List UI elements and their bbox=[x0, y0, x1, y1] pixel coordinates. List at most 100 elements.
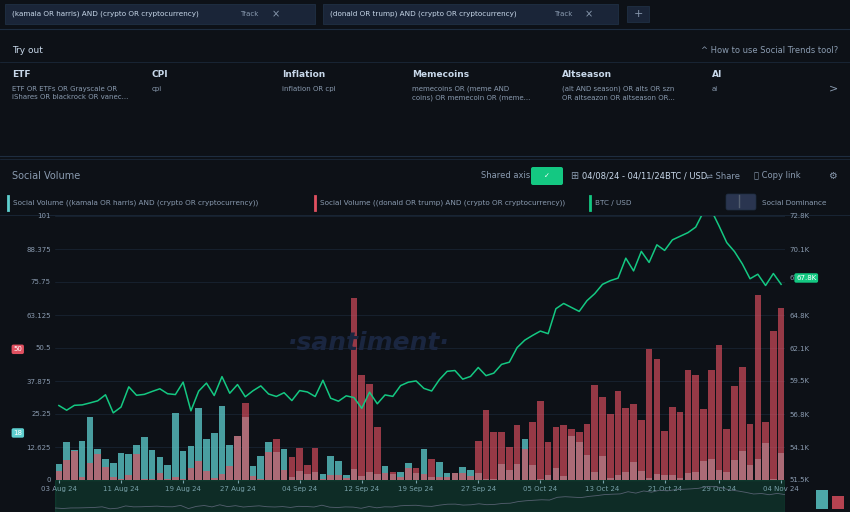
Bar bbox=[513, 464, 520, 480]
Bar bbox=[654, 358, 660, 480]
Bar bbox=[117, 479, 124, 480]
Bar bbox=[323, 4, 618, 24]
Bar bbox=[389, 474, 396, 480]
Bar bbox=[126, 454, 132, 480]
Bar bbox=[55, 464, 62, 480]
Text: ×: × bbox=[272, 9, 280, 19]
Bar bbox=[235, 436, 241, 480]
Bar bbox=[684, 473, 691, 480]
Bar bbox=[537, 401, 544, 480]
Bar bbox=[708, 370, 715, 480]
Bar bbox=[700, 460, 706, 480]
Bar bbox=[646, 478, 653, 480]
Bar bbox=[94, 449, 101, 480]
Bar bbox=[684, 370, 691, 480]
Bar bbox=[280, 449, 287, 480]
Bar bbox=[188, 468, 194, 480]
Text: Social Dominance: Social Dominance bbox=[762, 200, 826, 206]
Bar bbox=[102, 459, 109, 480]
Text: Track: Track bbox=[240, 11, 258, 17]
Bar bbox=[560, 477, 567, 480]
Bar bbox=[654, 475, 660, 480]
Bar bbox=[731, 460, 738, 480]
Bar bbox=[242, 403, 248, 480]
Bar bbox=[297, 471, 303, 480]
Text: inflation OR cpi: inflation OR cpi bbox=[282, 86, 336, 92]
Bar bbox=[537, 479, 544, 480]
Bar bbox=[607, 414, 614, 480]
Bar bbox=[273, 453, 280, 480]
Bar bbox=[568, 436, 575, 480]
Bar bbox=[359, 476, 365, 480]
FancyBboxPatch shape bbox=[726, 194, 756, 210]
Bar bbox=[622, 408, 629, 480]
Bar bbox=[739, 367, 745, 480]
Text: ✓: ✓ bbox=[544, 173, 550, 179]
Bar bbox=[164, 479, 171, 480]
Bar bbox=[576, 442, 582, 480]
Bar bbox=[762, 443, 769, 480]
Bar bbox=[483, 410, 490, 480]
Bar bbox=[506, 471, 513, 480]
Bar bbox=[498, 432, 505, 480]
Bar bbox=[560, 425, 567, 480]
Bar bbox=[126, 475, 132, 480]
Bar bbox=[739, 452, 745, 480]
Bar bbox=[468, 471, 473, 480]
Text: Altseason: Altseason bbox=[562, 70, 612, 79]
Bar bbox=[94, 454, 101, 480]
Bar bbox=[451, 473, 458, 480]
Text: 🔗 Copy link: 🔗 Copy link bbox=[754, 172, 801, 181]
Bar bbox=[359, 375, 365, 480]
Bar bbox=[335, 475, 342, 480]
Bar bbox=[669, 407, 676, 480]
Bar bbox=[226, 466, 233, 480]
Bar bbox=[700, 409, 706, 480]
Bar bbox=[242, 417, 248, 480]
Bar bbox=[661, 475, 668, 480]
Bar bbox=[731, 387, 738, 480]
Bar bbox=[258, 456, 264, 480]
Bar bbox=[459, 467, 466, 480]
Bar bbox=[421, 474, 428, 480]
Bar bbox=[133, 445, 140, 480]
Bar bbox=[630, 404, 637, 480]
Bar bbox=[164, 465, 171, 480]
Bar bbox=[468, 476, 473, 480]
Bar bbox=[87, 417, 94, 480]
Bar bbox=[513, 425, 520, 480]
Text: ai: ai bbox=[712, 86, 718, 92]
Bar bbox=[816, 489, 828, 509]
Bar bbox=[506, 447, 513, 480]
Bar bbox=[117, 453, 124, 480]
Bar bbox=[102, 467, 109, 480]
Bar bbox=[444, 473, 450, 480]
Bar bbox=[87, 463, 94, 480]
Text: Social Volume: Social Volume bbox=[12, 171, 80, 181]
Bar bbox=[778, 308, 785, 480]
Bar bbox=[545, 442, 552, 480]
Bar bbox=[218, 474, 225, 480]
Bar bbox=[366, 384, 373, 480]
Bar bbox=[382, 466, 388, 480]
Bar bbox=[343, 478, 349, 480]
Text: BTC / USD: BTC / USD bbox=[595, 200, 632, 206]
Bar bbox=[110, 477, 116, 480]
Bar bbox=[693, 375, 699, 480]
Bar bbox=[436, 477, 443, 480]
Bar bbox=[320, 474, 326, 480]
Bar bbox=[203, 439, 210, 480]
Text: ·santiment·: ·santiment· bbox=[288, 331, 450, 355]
Bar bbox=[312, 472, 319, 480]
Bar bbox=[421, 449, 428, 480]
Bar bbox=[545, 475, 552, 480]
Bar bbox=[79, 477, 86, 480]
Bar bbox=[747, 424, 753, 480]
Bar bbox=[265, 442, 272, 480]
Bar bbox=[770, 331, 777, 480]
Bar bbox=[530, 465, 536, 480]
Bar bbox=[320, 479, 326, 480]
Bar bbox=[483, 479, 490, 480]
Text: >: > bbox=[829, 83, 838, 93]
Bar bbox=[172, 413, 178, 480]
